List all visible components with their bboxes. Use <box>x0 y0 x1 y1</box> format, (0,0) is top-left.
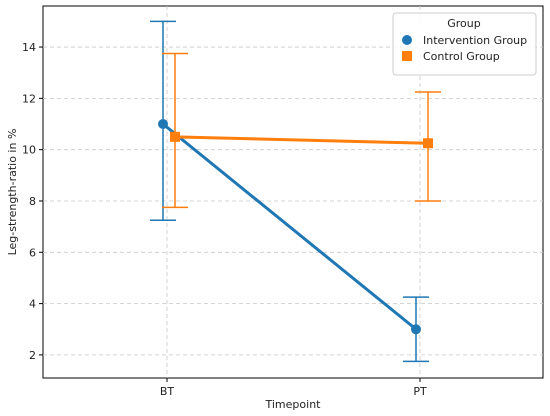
y-tick-label: 6 <box>29 246 36 259</box>
data-point <box>411 324 421 335</box>
legend-label-control: Control Group <box>423 50 500 63</box>
legend-box <box>392 12 537 76</box>
data-point <box>423 138 433 149</box>
y-tick-label: 12 <box>22 92 36 105</box>
legend-label-intervention: Intervention Group <box>423 34 527 47</box>
y-axis-title: Leg-strength-ratio in % <box>6 129 19 256</box>
y-tick-label: 2 <box>29 349 36 362</box>
axes-layer: 2 4 6 8 10 12 14 BT PT <box>22 41 427 398</box>
data-point <box>158 119 168 130</box>
y-tick-label: 8 <box>29 195 36 208</box>
legend-marker-control <box>402 51 412 61</box>
legend-title: Group <box>447 17 481 30</box>
x-tick-label: PT <box>413 385 427 398</box>
y-tick-label: 14 <box>22 41 36 54</box>
x-tick-label: BT <box>160 385 175 398</box>
series-line <box>162 122 417 331</box>
x-axis-title: Timepoint <box>265 398 322 411</box>
series-intervention-group <box>150 20 429 363</box>
legend: Group Intervention Group Control Group <box>392 12 537 76</box>
series-control-group <box>162 52 441 209</box>
series-line <box>174 135 429 145</box>
legend-marker-intervention <box>402 35 412 45</box>
y-tick-label: 4 <box>29 298 36 311</box>
y-tick-label: 10 <box>22 144 36 157</box>
series-layer <box>150 20 441 363</box>
data-point <box>170 131 180 142</box>
